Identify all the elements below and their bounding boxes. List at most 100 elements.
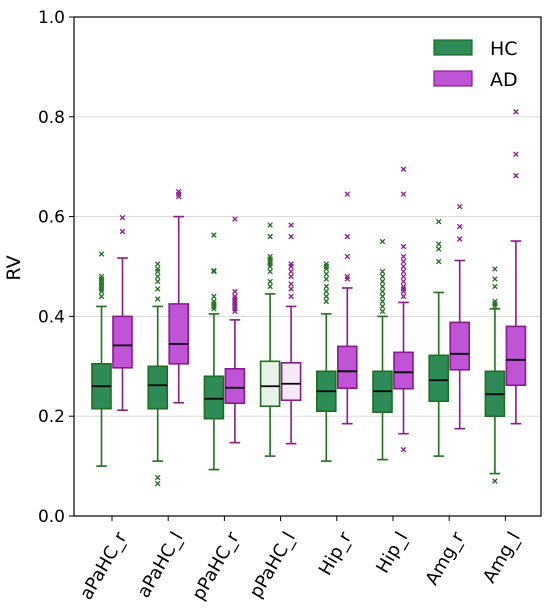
outlier-stroke (288, 233, 294, 240)
x-tick-label: Hip_l (372, 528, 412, 577)
x-tick-label: aPaHC_r (76, 528, 132, 604)
outlier-stroke (211, 268, 217, 275)
outlier-marker (154, 273, 161, 280)
outlier-marker (288, 233, 294, 240)
outlier-stroke (492, 283, 498, 290)
y-axis-title: RV (3, 255, 25, 280)
outlier-marker (379, 268, 386, 275)
outlier-marker (456, 236, 463, 242)
box-ad-Amg_l (505, 109, 527, 425)
outlier-stroke (456, 203, 463, 210)
box-ad-pPaHC_r (224, 216, 246, 444)
box-hc-pPaHC_l (259, 222, 281, 457)
outlier-marker (98, 273, 105, 280)
outlier-stroke (119, 214, 126, 221)
outlier-stroke (154, 261, 161, 267)
outlier-stroke (400, 191, 407, 197)
outlier-marker (175, 188, 182, 195)
outlier-marker (288, 281, 294, 287)
outlier-marker (379, 278, 386, 285)
outlier-stroke (344, 191, 351, 197)
legend: HC AD (422, 28, 540, 96)
outlier-marker (400, 243, 407, 250)
outlier-marker (288, 286, 294, 292)
box-body (112, 315, 133, 369)
x-tick-label: Amg_r (422, 528, 469, 589)
box-ad-Hip_l (393, 166, 414, 453)
box-hc-Hip_l (372, 238, 393, 461)
outlier-stroke (267, 222, 273, 228)
y-tick-label: 0.6 (38, 208, 65, 228)
outlier-stroke (267, 268, 273, 275)
y-tick-label: 0.2 (38, 407, 65, 427)
box-body (505, 325, 527, 387)
outlier-marker (154, 266, 161, 272)
outlier-marker (323, 271, 330, 277)
outlier-marker (379, 308, 386, 315)
outlier-stroke (288, 281, 294, 287)
outlier-marker (211, 232, 217, 238)
outlier-marker (492, 276, 498, 282)
box-hc-Amg_l (484, 266, 506, 484)
outlier-marker (288, 222, 294, 228)
outlier-stroke (323, 293, 330, 300)
outlier-marker (400, 263, 407, 270)
outlier-marker (288, 261, 294, 267)
outlier-stroke (288, 273, 294, 280)
outlier-stroke (154, 278, 161, 285)
outlier-marker (513, 172, 519, 179)
outlier-stroke (211, 293, 217, 300)
outlier-marker (98, 251, 105, 257)
outlier-marker (400, 253, 407, 260)
outlier-stroke (323, 271, 330, 277)
outlier-marker (154, 480, 161, 487)
outlier-stroke (98, 293, 105, 300)
outlier-stroke (211, 232, 217, 238)
outlier-stroke (344, 273, 351, 280)
outlier-stroke (456, 223, 463, 230)
outlier-stroke (379, 268, 386, 275)
outlier-stroke (267, 283, 273, 290)
plot-frame (73, 16, 542, 517)
outlier-stroke (400, 278, 407, 285)
outlier-stroke (400, 293, 407, 300)
outlier-marker (232, 288, 238, 295)
outlier-marker (323, 298, 330, 305)
x-tick-label: Hip_r (315, 528, 357, 579)
outlier-marker (232, 216, 238, 222)
outlier-marker (211, 267, 217, 274)
box-body (147, 365, 168, 410)
outlier-stroke (400, 273, 407, 280)
outlier-marker (492, 266, 498, 272)
outlier-stroke (154, 266, 161, 272)
outlier-stroke (175, 188, 182, 195)
box-hc-Hip_r (315, 261, 337, 462)
outlier-marker (379, 293, 386, 300)
outlier-stroke (400, 166, 407, 172)
outlier-marker (379, 283, 386, 290)
outlier-marker (400, 166, 407, 172)
box-body (168, 303, 189, 365)
y-tick-label: 1.0 (38, 8, 65, 28)
outlier-stroke (435, 246, 442, 252)
box-body (393, 351, 414, 390)
outlier-marker (323, 288, 330, 295)
outlier-marker (400, 258, 407, 265)
outlier-stroke (323, 276, 330, 282)
outlier-stroke (513, 151, 519, 157)
outlier-stroke (400, 243, 407, 250)
outlier-stroke (98, 251, 105, 257)
outlier-stroke (211, 267, 217, 274)
box-hc-aPaHC_r (91, 251, 112, 467)
outlier-marker (267, 268, 273, 275)
outlier-stroke (267, 278, 273, 285)
box-ad-aPaHC_r (112, 214, 133, 412)
box-body (203, 375, 225, 420)
box-body (280, 362, 302, 402)
outlier-marker (379, 303, 386, 310)
box-body (428, 354, 450, 403)
outlier-marker (456, 223, 463, 230)
outlier-stroke (379, 298, 386, 305)
outlier-marker (400, 268, 407, 275)
